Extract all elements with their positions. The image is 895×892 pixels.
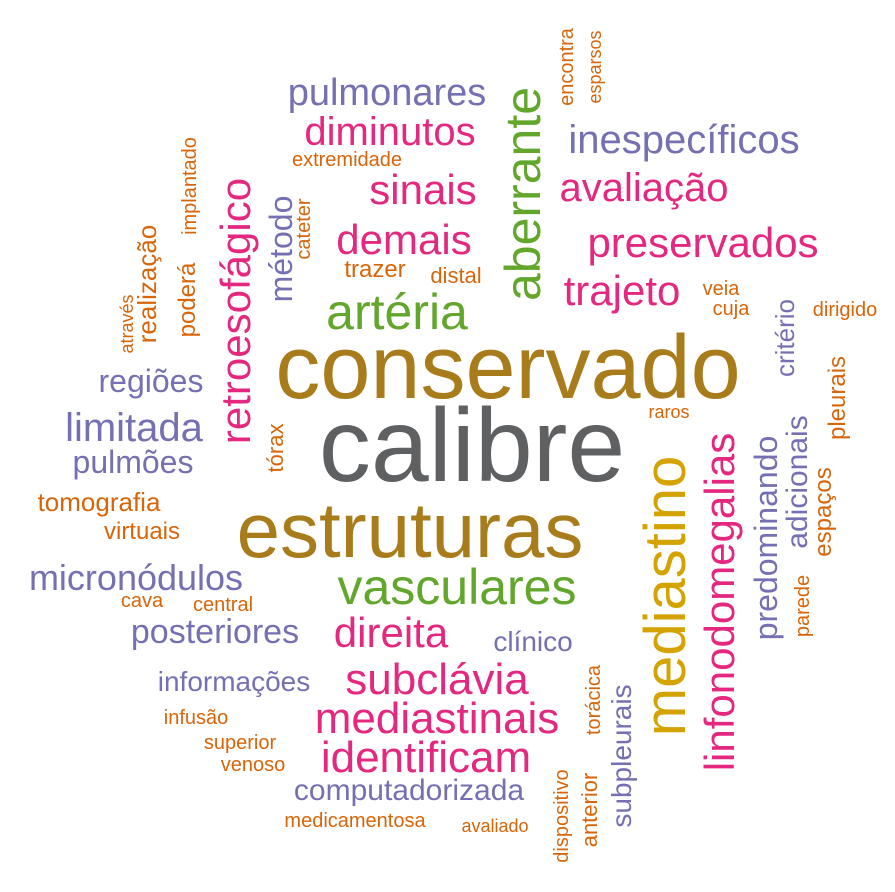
word-retroesofagico: retroesofágico	[212, 177, 259, 445]
word-cuja: cuja	[712, 298, 750, 320]
word-venoso: venoso	[220, 754, 286, 776]
word-extremidade: extremidade	[291, 149, 403, 171]
word-estruturas: estruturas	[236, 486, 584, 574]
word-torax: tórax	[263, 423, 288, 473]
word-adicionais: adicionais	[781, 415, 814, 549]
word-realizacao: realização	[132, 224, 162, 344]
word-medicamentosa: medicamentosa	[284, 810, 426, 832]
word-identificam: identificam	[320, 733, 532, 782]
word-pulmoes: pulmões	[72, 444, 194, 480]
word-avaliado: avaliado	[461, 816, 529, 836]
word-dispositivo: dispositivo	[551, 769, 573, 863]
word-micronodulos: micronódulos	[28, 557, 244, 598]
word-podera: poderá	[174, 262, 201, 338]
word-superior: superior	[203, 732, 277, 754]
word-clinico: clínico	[493, 626, 573, 657]
word-tomografia: tomografia	[37, 487, 161, 517]
word-cava: cava	[120, 590, 164, 612]
word-virtuais: virtuais	[103, 518, 181, 545]
word-limitada: limitada	[65, 406, 203, 450]
word-subclavia: subclávia	[345, 655, 529, 704]
word-espacos: espaços	[810, 467, 837, 557]
word-mediastinais: mediastinais	[314, 694, 560, 743]
word-vasculares: vasculares	[337, 559, 577, 615]
word-posteriores: posteriores	[130, 613, 300, 651]
word-sinais: sinais	[369, 166, 477, 213]
word-aberrante: aberrante	[495, 86, 551, 302]
word-central: central	[192, 594, 254, 616]
word-implantado: implantado	[179, 137, 201, 235]
word-avaliacao: avaliação	[559, 166, 729, 210]
word-conservado: conservado	[275, 318, 741, 418]
word-regioes: regiões	[98, 363, 204, 399]
word-criterio: critério	[770, 298, 800, 378]
word-arteria: artéria	[326, 284, 468, 340]
word-veia: veia	[702, 278, 740, 300]
word-linfonodomegalias: linfonodomegalias	[696, 432, 743, 772]
word-mediastino: mediastino	[633, 455, 698, 737]
word-calibre: calibre	[318, 388, 626, 504]
word-preservados: preservados	[587, 219, 819, 266]
word-atraves: através	[117, 294, 137, 354]
word-encontra: encontra	[556, 28, 578, 106]
word-dirigido: dirigido	[812, 299, 878, 321]
word-raros: raros	[648, 402, 690, 422]
word-trajeto: trajeto	[563, 267, 681, 314]
word-pulmonares: pulmonares	[287, 72, 487, 114]
word-informacoes: informações	[157, 666, 311, 697]
word-trazer: trazer	[344, 256, 406, 283]
word-direita: direita	[333, 609, 449, 656]
word-diminutos: diminutos	[304, 110, 476, 154]
word-demais: demais	[336, 216, 472, 263]
word-inespecificos: inespecíficos	[568, 118, 800, 162]
word-esparsos: esparsos	[585, 30, 605, 104]
word-computadorizada: computadorizada	[293, 774, 525, 807]
word-subpleurais: subpleurais	[606, 684, 637, 828]
word-distal: distal	[430, 263, 482, 288]
word-cateter: cateter	[293, 198, 315, 260]
word-pleurais: pleurais	[824, 355, 851, 441]
word-parede: parede	[792, 574, 814, 638]
word-predominando: predominando	[748, 435, 784, 641]
word-infusao: infusão	[163, 707, 229, 729]
word-toracica: torácica	[583, 664, 605, 736]
word-anterior: anterior	[577, 772, 602, 848]
